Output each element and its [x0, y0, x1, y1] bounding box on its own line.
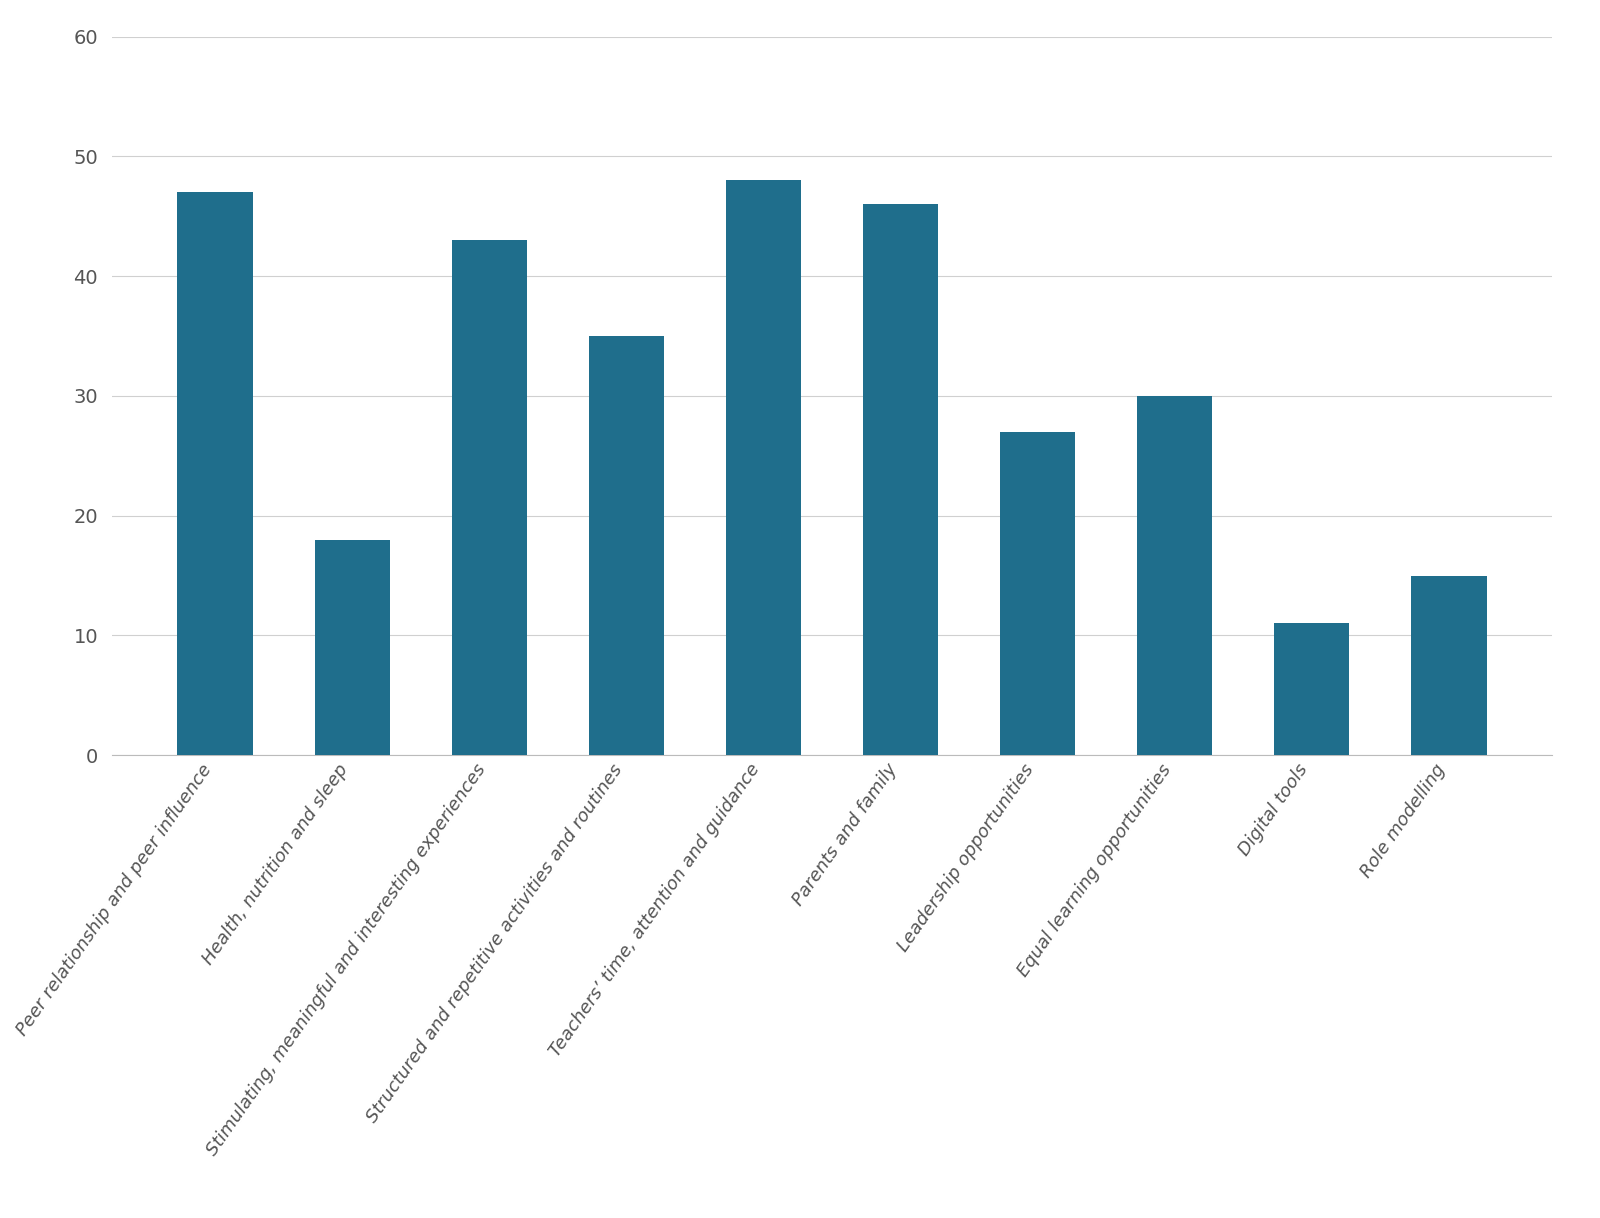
Bar [1411, 576, 1486, 755]
Bar [451, 240, 526, 755]
Bar [862, 205, 938, 755]
Bar [726, 180, 802, 755]
Bar [315, 540, 390, 755]
Bar [589, 336, 664, 755]
Bar [1274, 624, 1349, 755]
Bar [1138, 396, 1213, 755]
Bar [1000, 431, 1075, 755]
Bar [178, 192, 253, 755]
